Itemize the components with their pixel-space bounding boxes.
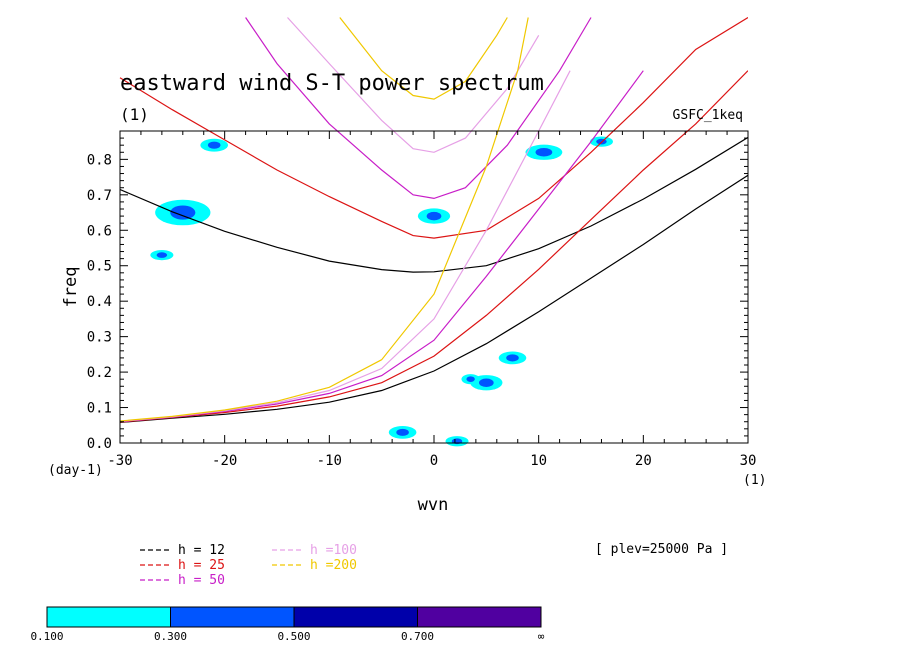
plot-frame <box>119 130 749 444</box>
dispersion-curve <box>287 17 540 153</box>
x-axis-label: wvn <box>418 495 449 515</box>
dispersion-curve <box>119 136 748 273</box>
contour-patch-core <box>170 205 196 220</box>
dispersion-curve <box>119 70 571 422</box>
legend-label: h =100 <box>310 543 357 558</box>
level-annotation: [ plev=25000 Pa ] <box>595 542 728 557</box>
y-tick-label: 0.0 <box>87 436 112 452</box>
contour-patch-core <box>207 141 221 149</box>
colorbar: 0.100 0.300 0.500 0.700 ∞ <box>30 606 545 643</box>
contour-patch-core <box>466 376 475 383</box>
colorbar-label: 0.300 <box>154 630 187 643</box>
x-tick-label: -20 <box>212 453 237 469</box>
dispersion-curve <box>119 16 748 239</box>
contour-patch-core <box>506 354 519 362</box>
colorbar-label: 0.500 <box>277 630 310 643</box>
y-unit-label: (day-1) <box>48 463 103 478</box>
axis-ticks-layer: -30 -20 -10 0 10 20 30 0.0 0.1 0.2 0.3 0.4 0.5 0.6 0.7… <box>87 131 757 469</box>
dispersion-curve <box>245 17 592 200</box>
colorbar-label: 0.700 <box>401 630 434 643</box>
x-tick-label: 0 <box>430 453 438 469</box>
y-tick-label: 0.7 <box>87 188 112 204</box>
contour-fill-layer <box>150 136 613 447</box>
colorbar-label: ∞ <box>538 630 545 643</box>
y-axis-label: freq <box>61 267 81 308</box>
dispersion-curve <box>119 174 748 423</box>
y-tick-label: 0.4 <box>87 294 112 310</box>
x-tick-label: -10 <box>317 453 342 469</box>
contour-patch-core <box>479 378 494 387</box>
source-label: GSFC_1keq <box>673 108 743 123</box>
y-tick-label: 0.8 <box>87 152 112 168</box>
colorbar-segment <box>293 606 418 628</box>
legend-label: h = 12 <box>178 543 225 558</box>
contour-patch-core <box>156 252 168 258</box>
legend-label: h = 50 <box>178 573 225 588</box>
x-tick-label: 20 <box>635 453 652 469</box>
dispersion-curve <box>119 70 748 423</box>
x-unit-label: (1) <box>743 473 766 488</box>
y-tick-label: 0.5 <box>87 259 112 275</box>
colorbar-segment <box>170 606 295 628</box>
y-tick-label: 0.3 <box>87 330 112 346</box>
y-tick-label: 0.1 <box>87 401 112 417</box>
legend-label: h =200 <box>310 558 357 573</box>
chart-title: eastward wind S-T power spectrum <box>120 71 544 96</box>
colorbar-segment <box>46 606 171 628</box>
x-tick-label: 10 <box>530 453 547 469</box>
dispersion-curves-layer <box>119 16 748 423</box>
x-tick-label: -30 <box>107 453 132 469</box>
colorbar-label: 0.100 <box>30 630 63 643</box>
contour-patch-core <box>396 428 409 436</box>
dispersion-curve <box>339 17 508 100</box>
y-tick-label: 0.2 <box>87 365 112 381</box>
y-tick-label: 0.6 <box>87 223 112 239</box>
x-tick-label: 30 <box>740 453 757 469</box>
legend-label: h = 25 <box>178 558 225 573</box>
title-units-label: (1) <box>120 105 149 124</box>
contour-patch-core <box>426 211 442 221</box>
colorbar-segment <box>417 606 542 628</box>
contour-patch-core <box>535 148 553 157</box>
dispersion-curve <box>119 17 529 422</box>
